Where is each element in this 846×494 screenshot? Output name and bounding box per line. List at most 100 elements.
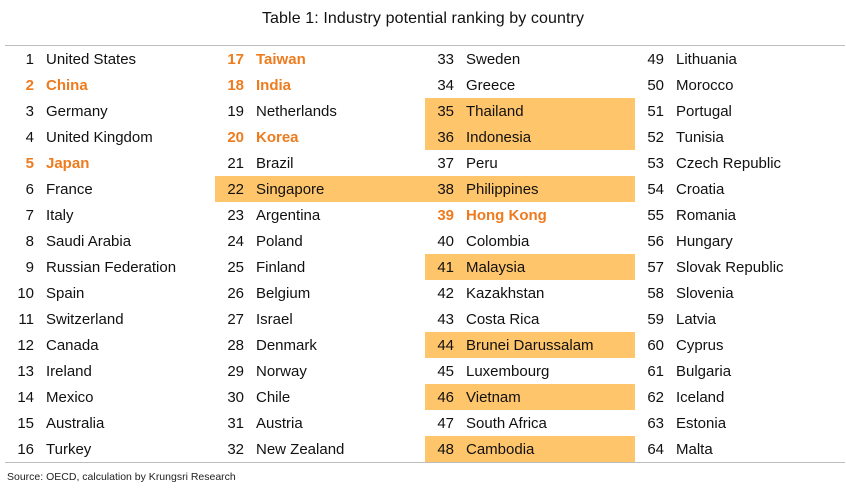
country-cell: 20 Korea bbox=[215, 124, 425, 150]
country-cell: 35 Thailand bbox=[425, 98, 635, 124]
country-name: Belgium bbox=[256, 284, 311, 302]
table-row: 9 Russian Federation 25 Finland 41 Malaysia 57… bbox=[5, 254, 845, 280]
country-cell: 32 New Zealand bbox=[215, 436, 425, 462]
rank-number: 44 bbox=[437, 336, 454, 354]
rank-number: 21 bbox=[227, 154, 244, 172]
rank-number: 15 bbox=[17, 414, 34, 432]
country-cell: 24 Poland bbox=[215, 228, 425, 254]
country-name: Spain bbox=[46, 284, 85, 302]
rank-number: 64 bbox=[647, 440, 664, 458]
rank-number: 5 bbox=[25, 154, 34, 172]
rank-number: 51 bbox=[647, 102, 664, 120]
country-cell: 12 Canada bbox=[5, 332, 215, 358]
country-cell: 60 Cyprus bbox=[635, 332, 845, 358]
country-cell: 47 South Africa bbox=[425, 410, 635, 436]
rank-number: 36 bbox=[437, 128, 454, 146]
country-name: New Zealand bbox=[256, 440, 345, 458]
country-name: Taiwan bbox=[256, 50, 306, 68]
country-name: Iceland bbox=[676, 388, 725, 406]
country-cell: 43 Costa Rica bbox=[425, 306, 635, 332]
country-cell: 26 Belgium bbox=[215, 280, 425, 306]
rank-number: 55 bbox=[647, 206, 664, 224]
table-row: 5 Japan 21 Brazil 37 Peru 53 Czech Republic bbox=[5, 150, 845, 176]
rank-number: 9 bbox=[25, 258, 34, 276]
rank-number: 16 bbox=[17, 440, 34, 458]
rank-number: 60 bbox=[647, 336, 664, 354]
country-cell: 45 Luxembourg bbox=[425, 358, 635, 384]
rank-number: 38 bbox=[437, 180, 454, 198]
country-cell: 62 Iceland bbox=[635, 384, 845, 410]
table-row: 11 Switzerland 27 Israel 43 Costa Rica 59 Latvi… bbox=[5, 306, 845, 332]
rank-number: 33 bbox=[437, 50, 454, 68]
table-row: 1 United States 17 Taiwan 33 Sweden 49 Lithuani… bbox=[5, 46, 845, 72]
country-cell: 49 Lithuania bbox=[635, 46, 845, 72]
table-row: 10 Spain 26 Belgium 42 Kazakhstan 58 Slovenia bbox=[5, 280, 845, 306]
country-name: Vietnam bbox=[466, 388, 521, 406]
country-name: Latvia bbox=[676, 310, 717, 328]
rank-number: 29 bbox=[227, 362, 244, 380]
country-name: Luxembourg bbox=[466, 362, 550, 380]
rank-number: 18 bbox=[227, 76, 244, 94]
country-cell: 21 Brazil bbox=[215, 150, 425, 176]
country-cell: 50 Morocco bbox=[635, 72, 845, 98]
rank-number: 25 bbox=[227, 258, 244, 276]
table-row: 15 Australia 31 Austria 47 South Africa 63 Esto… bbox=[5, 410, 845, 436]
country-cell: 27 Israel bbox=[215, 306, 425, 332]
source-note: Source: OECD, calculation by Krungsri Re… bbox=[7, 471, 236, 483]
rank-number: 43 bbox=[437, 310, 454, 328]
country-name: Croatia bbox=[676, 180, 725, 198]
table-row: 3 Germany 19 Netherlands 35 Thailand 51 Portuga… bbox=[5, 98, 845, 124]
country-cell: 25 Finland bbox=[215, 254, 425, 280]
country-cell: 33 Sweden bbox=[425, 46, 635, 72]
country-cell: 7 Italy bbox=[5, 202, 215, 228]
rank-number: 37 bbox=[437, 154, 454, 172]
country-cell: 10 Spain bbox=[5, 280, 215, 306]
country-cell: 16 Turkey bbox=[5, 436, 215, 462]
country-cell: 51 Portugal bbox=[635, 98, 845, 124]
country-cell: 41 Malaysia bbox=[425, 254, 635, 280]
country-name: Argentina bbox=[256, 206, 321, 224]
rank-number: 1 bbox=[25, 50, 34, 68]
country-name: Portugal bbox=[676, 102, 732, 120]
table-row: 8 Saudi Arabia 24 Poland 40 Colombia 56 Hungary bbox=[5, 228, 845, 254]
country-name: China bbox=[46, 76, 88, 94]
country-cell: 55 Romania bbox=[635, 202, 845, 228]
rank-number: 3 bbox=[25, 102, 34, 120]
rank-number: 56 bbox=[647, 232, 664, 250]
country-name: Estonia bbox=[676, 414, 727, 432]
rank-number: 2 bbox=[25, 76, 34, 94]
country-name: Slovenia bbox=[676, 284, 734, 302]
country-name: Indonesia bbox=[466, 128, 532, 146]
rank-number: 59 bbox=[647, 310, 664, 328]
country-name: Brunei Darussalam bbox=[466, 336, 594, 354]
table-row: 4 United Kingdom 20 Korea 36 Indonesia 52 Tunis… bbox=[5, 124, 845, 150]
country-cell: 6 France bbox=[5, 176, 215, 202]
country-cell: 22 Singapore bbox=[215, 176, 425, 202]
country-cell: 9 Russian Federation bbox=[5, 254, 215, 280]
table-title: Table 1: Industry potential ranking by c… bbox=[261, 10, 585, 27]
country-name: Hong Kong bbox=[466, 206, 547, 224]
rank-number: 17 bbox=[227, 50, 244, 68]
rank-number: 63 bbox=[647, 414, 664, 432]
table-row: 14 Mexico 30 Chile 46 Vietnam 62 Iceland bbox=[5, 384, 845, 410]
rank-number: 4 bbox=[25, 128, 34, 146]
country-cell: 42 Kazakhstan bbox=[425, 280, 635, 306]
country-name: Cyprus bbox=[676, 336, 724, 354]
rank-number: 26 bbox=[227, 284, 244, 302]
rank-number: 31 bbox=[227, 414, 244, 432]
country-cell: 57 Slovak Republic bbox=[635, 254, 845, 280]
country-name: Bulgaria bbox=[676, 362, 732, 380]
country-cell: 53 Czech Republic bbox=[635, 150, 845, 176]
country-cell: 17 Taiwan bbox=[215, 46, 425, 72]
country-name: Finland bbox=[256, 258, 306, 276]
rank-number: 42 bbox=[437, 284, 454, 302]
rank-number: 49 bbox=[647, 50, 664, 68]
rank-number: 19 bbox=[227, 102, 244, 120]
rank-number: 13 bbox=[17, 362, 34, 380]
rank-number: 41 bbox=[437, 258, 454, 276]
rank-number: 40 bbox=[437, 232, 454, 250]
country-cell: 31 Austria bbox=[215, 410, 425, 436]
country-name: South Africa bbox=[466, 414, 547, 432]
rank-number: 46 bbox=[437, 388, 454, 406]
rank-number: 57 bbox=[647, 258, 664, 276]
